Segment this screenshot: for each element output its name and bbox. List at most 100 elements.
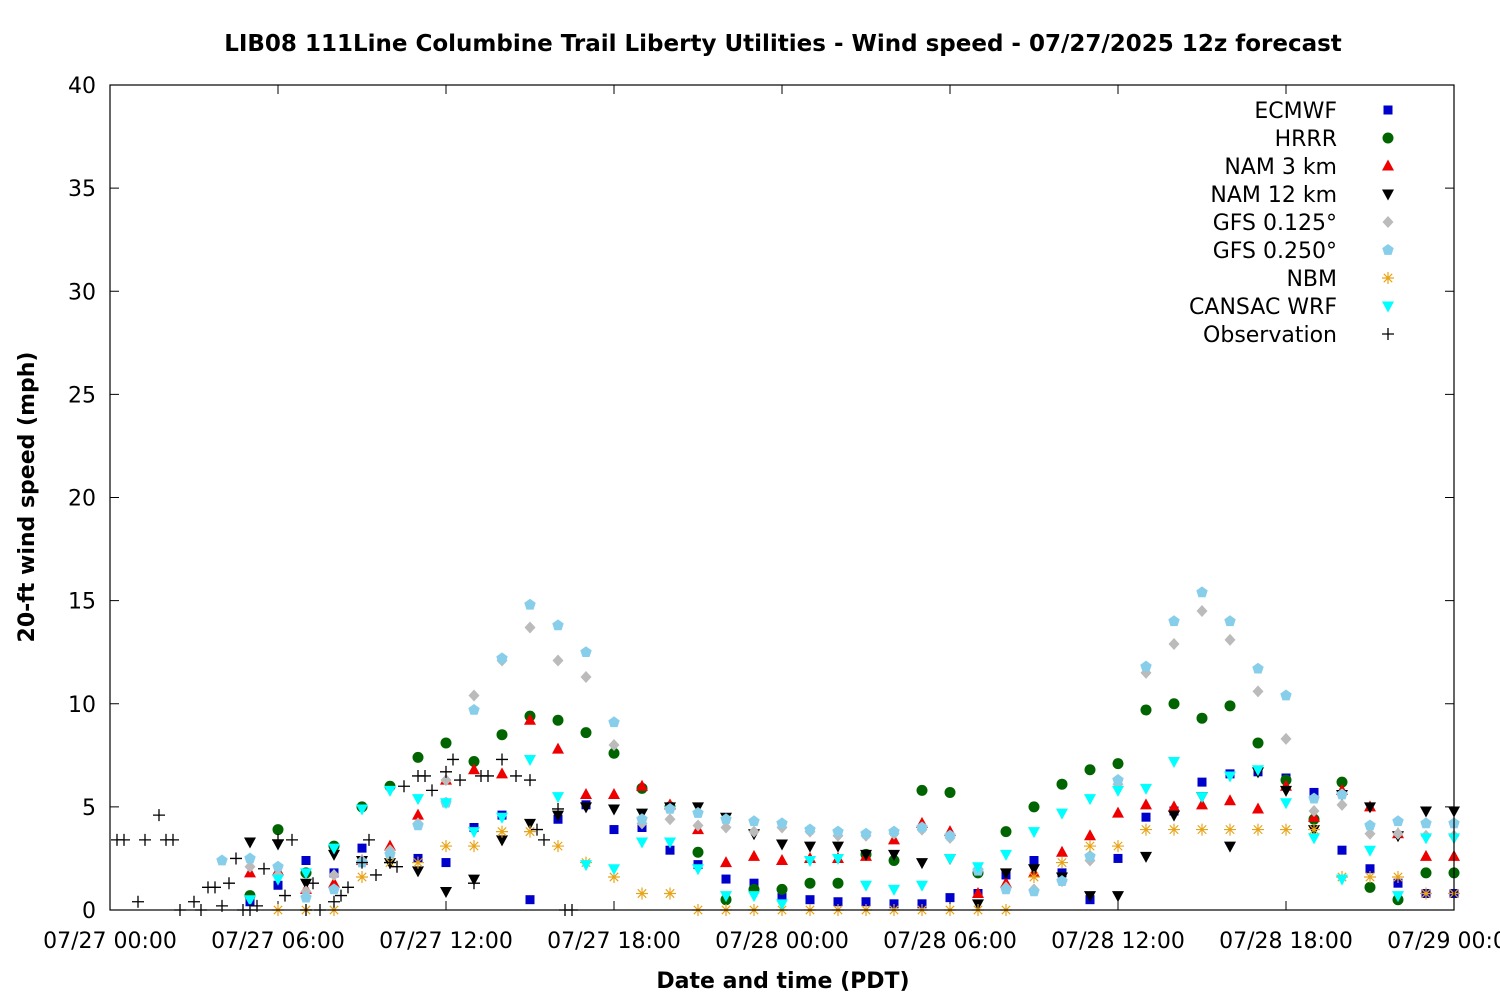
data-point (608, 739, 620, 751)
data-point (1420, 806, 1432, 818)
data-point (468, 703, 480, 715)
series-7 (244, 754, 1460, 911)
data-point (525, 895, 535, 905)
data-point (1084, 840, 1096, 853)
data-point (804, 856, 816, 867)
data-point (1168, 615, 1180, 627)
data-point (608, 804, 620, 816)
data-point (1224, 771, 1236, 783)
data-point (776, 817, 788, 829)
data-point (1337, 845, 1347, 855)
data-point (244, 895, 256, 907)
data-point (412, 808, 424, 820)
data-point (412, 751, 424, 763)
data-point (335, 889, 347, 902)
legend-marker (1382, 301, 1394, 313)
legend-label: CANSAC WRF (1189, 295, 1337, 320)
y-tick-label: 35 (68, 177, 96, 202)
data-point (258, 862, 270, 875)
data-point (580, 646, 592, 658)
data-point (1056, 856, 1068, 869)
data-point (945, 893, 955, 903)
data-point (1000, 868, 1012, 880)
legend-label: GFS 0.250° (1213, 239, 1337, 264)
data-point (272, 874, 284, 886)
data-point (1392, 827, 1404, 840)
data-point (636, 887, 648, 900)
series-2 (244, 713, 1460, 898)
data-point (412, 819, 424, 831)
data-point (608, 864, 620, 876)
legend-marker (1382, 132, 1394, 144)
data-point (552, 840, 564, 853)
data-point (1224, 700, 1236, 712)
data-point (805, 895, 815, 905)
data-point (748, 815, 760, 827)
data-point (1392, 815, 1404, 827)
data-point (496, 835, 508, 847)
plot-frame (109, 84, 1455, 911)
data-point (1364, 845, 1376, 857)
data-point (664, 802, 676, 814)
data-point (370, 868, 382, 881)
data-point (916, 821, 928, 833)
data-point (777, 893, 787, 903)
data-point (468, 827, 480, 839)
legend-label: NBM (1286, 267, 1337, 292)
legend: ECMWF HRRR NAM 3 km NAM 12 km GFS 0.125° GFS … (1189, 99, 1394, 348)
data-point (1028, 871, 1040, 883)
data-point (944, 853, 956, 865)
data-point (1365, 864, 1375, 874)
data-point (301, 856, 311, 865)
data-point (692, 819, 704, 832)
data-point (342, 881, 354, 894)
data-point (412, 794, 424, 806)
data-point (412, 866, 424, 878)
data-point (244, 852, 256, 864)
data-point (721, 874, 731, 884)
data-point (391, 860, 403, 873)
data-point (1168, 810, 1180, 822)
data-point (609, 825, 619, 835)
data-point (496, 767, 508, 779)
data-point (1336, 776, 1348, 788)
data-point (972, 887, 984, 898)
data-point (776, 899, 788, 911)
data-point (1420, 887, 1432, 900)
data-point (1196, 823, 1208, 836)
data-point (580, 788, 592, 799)
data-point (1196, 712, 1208, 724)
data-point (496, 729, 508, 741)
data-point (357, 843, 367, 853)
data-point (1140, 783, 1152, 795)
legend-label: GFS 0.125° (1213, 211, 1337, 236)
data-point (832, 841, 844, 853)
legend-marker (1382, 159, 1394, 171)
data-point (1000, 883, 1012, 895)
data-point (776, 854, 788, 865)
data-point (748, 825, 760, 838)
data-point (720, 821, 732, 834)
data-point (1168, 637, 1180, 650)
data-point (1252, 765, 1264, 777)
data-point (552, 619, 564, 631)
data-point (524, 774, 536, 787)
data-point (1336, 874, 1348, 886)
legend-marker (1382, 189, 1394, 201)
data-point (510, 769, 522, 782)
data-point (1028, 801, 1040, 813)
data-point (1224, 841, 1236, 853)
data-point (608, 716, 620, 728)
data-point (1000, 826, 1012, 838)
data-point (244, 860, 256, 873)
data-point (748, 849, 760, 861)
data-point (328, 868, 340, 881)
data-point (1196, 792, 1208, 804)
data-point (1308, 805, 1320, 817)
data-point (1000, 849, 1012, 861)
data-point (916, 880, 928, 892)
y-tick-label: 30 (68, 280, 96, 305)
data-point (804, 823, 816, 835)
data-point (1112, 806, 1124, 818)
